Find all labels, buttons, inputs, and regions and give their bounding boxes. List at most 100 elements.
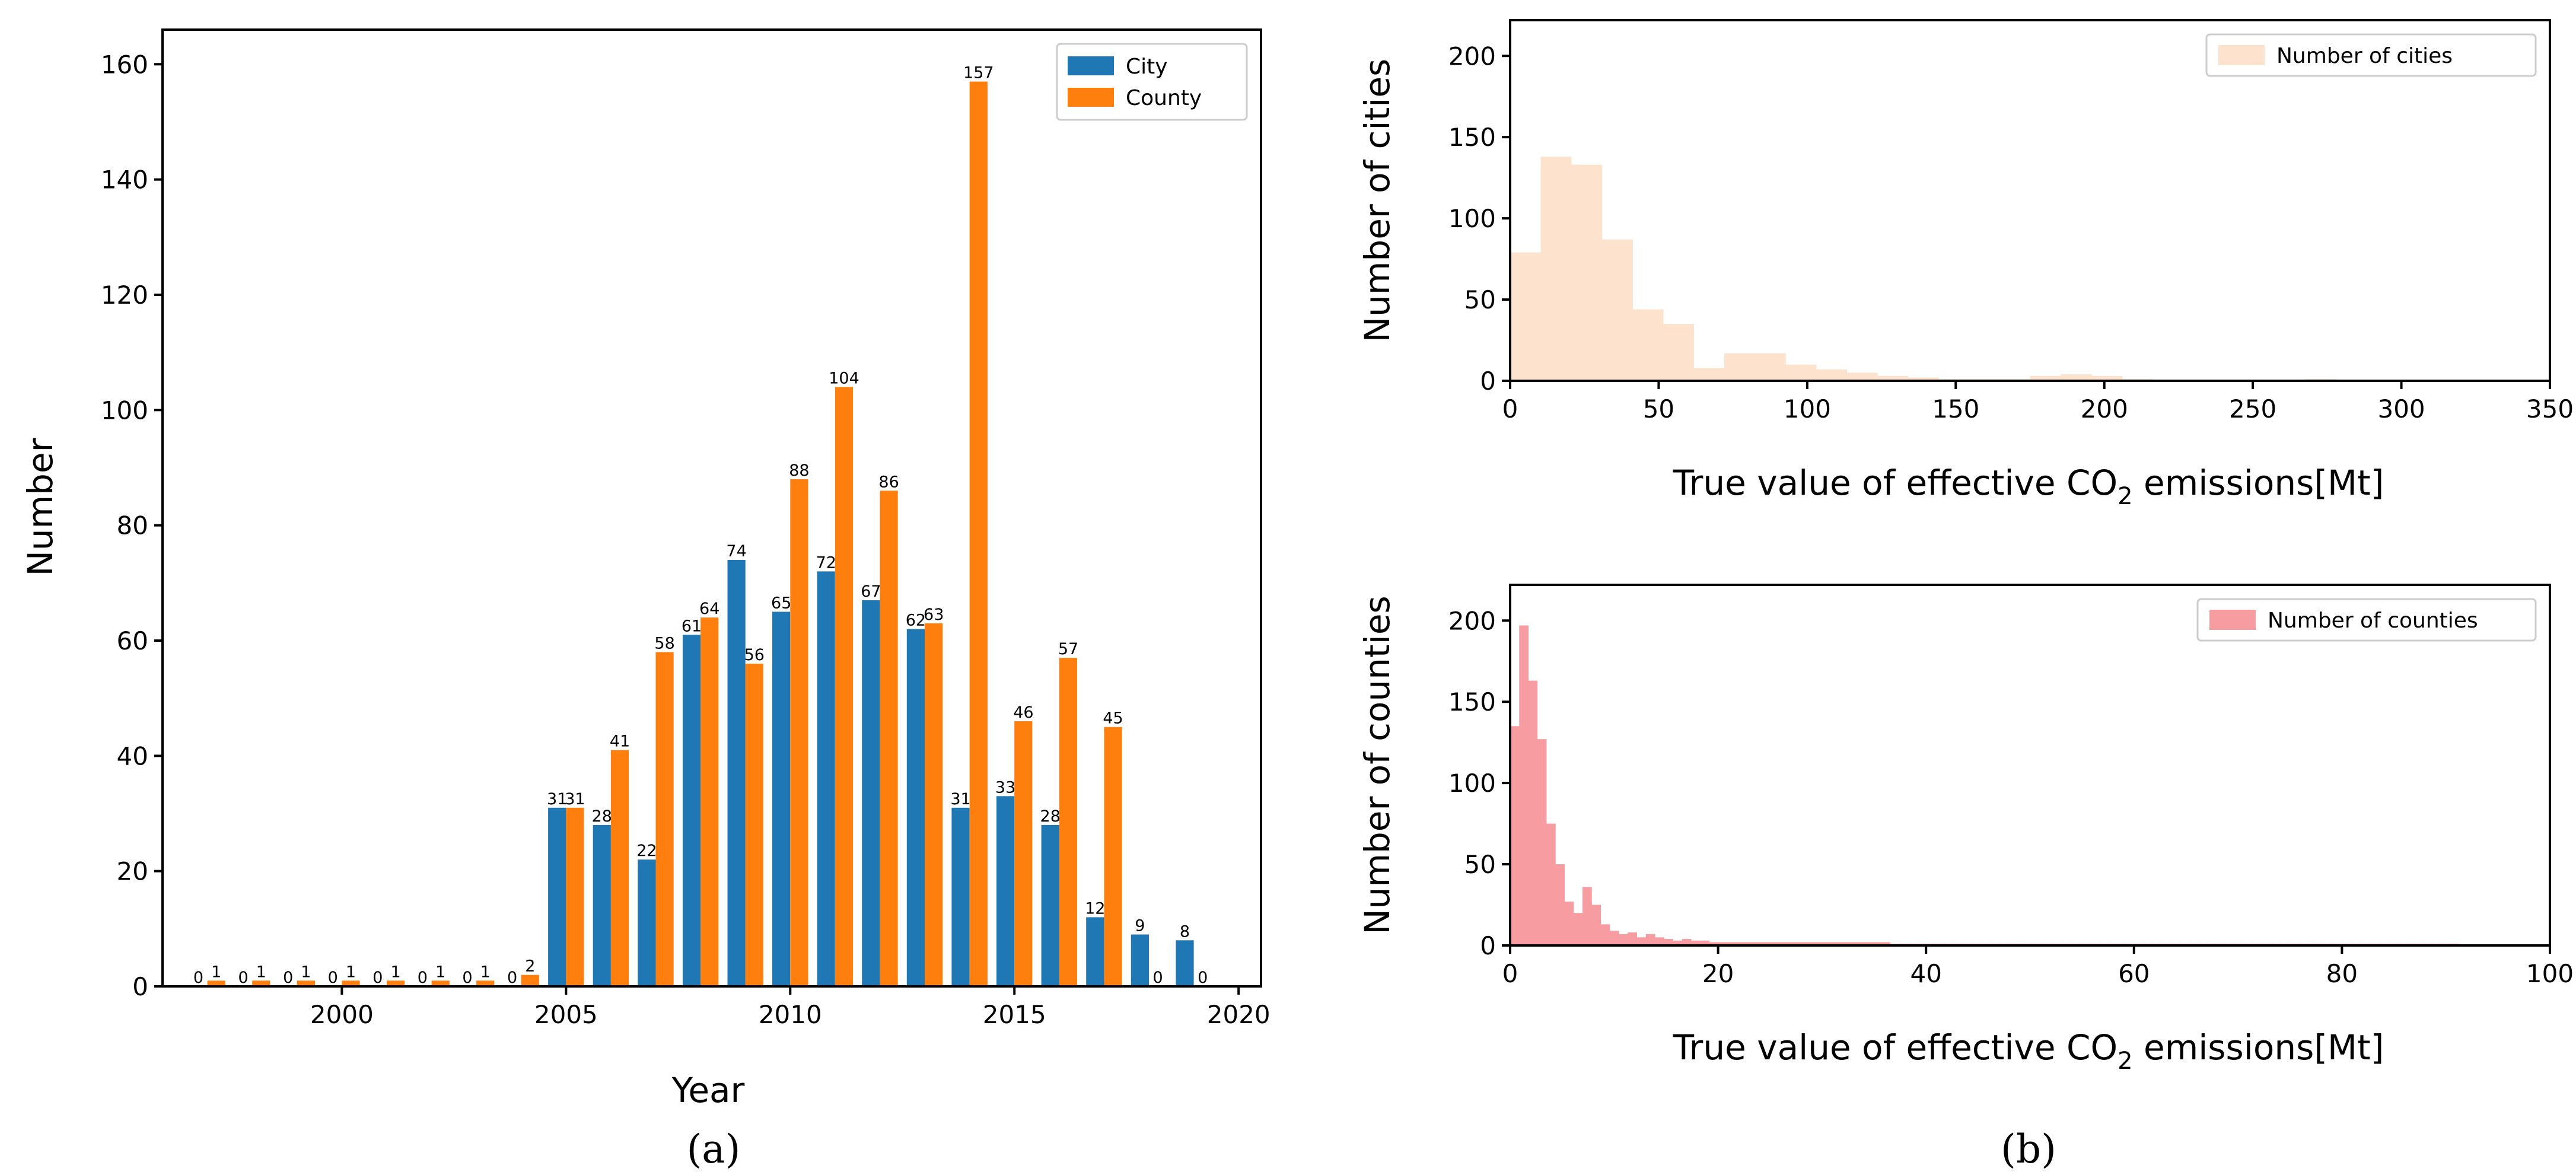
city-bar-2018 xyxy=(1131,934,1149,986)
legend-county-swatch xyxy=(1068,88,1114,107)
b2-hist-bin-32 xyxy=(1800,942,1809,945)
city-value-label-2007: 22 xyxy=(636,842,657,860)
b2-legend-box xyxy=(2196,598,2537,642)
b1-hist-bin-18 xyxy=(2061,374,2092,381)
county-value-label-2011: 104 xyxy=(829,369,859,387)
county-bar-2014 xyxy=(969,81,988,986)
city-value-label-2017: 12 xyxy=(1085,899,1105,918)
city-value-label-2010: 65 xyxy=(771,594,791,612)
b1-x-axis-label: True value of effective CO2 emissions[Mt… xyxy=(1673,463,2384,510)
county-bar-2002 xyxy=(431,980,450,986)
b2-x-axis: 0 20 40 60 80 100 xyxy=(1502,945,2574,988)
a-y-tick-label: 20 xyxy=(117,857,148,886)
city-value-label-2005: 31 xyxy=(547,790,567,808)
a-y-tick-label: 120 xyxy=(101,281,148,310)
b2-y-axis: 0 50 100 150 200 xyxy=(1448,606,1510,960)
b2-x-tick-label: 20 xyxy=(1702,959,1734,988)
b2-hist-bin-27 xyxy=(1754,942,1764,945)
city-value-label-2006: 28 xyxy=(592,807,612,826)
b2-x-tick-label: 40 xyxy=(1910,959,1941,988)
city-value-label-2004: 0 xyxy=(507,969,517,987)
b2-y-tick-label: 50 xyxy=(1464,850,1496,879)
b2-y-axis-label: Number of counties xyxy=(1357,596,1397,934)
caption-b: (b) xyxy=(2001,1126,2056,1172)
b2-x-axis-label: True value of effective CO2 emissions[Mt… xyxy=(1673,1027,2384,1075)
county-bar-2006 xyxy=(610,750,629,986)
b1-x-tick-label: 250 xyxy=(2229,394,2276,423)
city-bar-2016 xyxy=(1041,824,1059,986)
a-data-labels: 0 1 0 1 0 1 0 1 0 1 0 1 0 1 02313128412258616474566588… xyxy=(193,64,1208,988)
city-value-label-1999: 0 xyxy=(283,969,293,987)
county-value-label-2019: 0 xyxy=(1198,969,1208,987)
b1-hist-bin-7 xyxy=(1724,353,1756,381)
a-x-tick-label: 2000 xyxy=(310,1000,374,1029)
b1-y-tick-label: 150 xyxy=(1448,123,1496,152)
city-bar-2006 xyxy=(593,824,611,986)
county-value-label-2004: 2 xyxy=(525,957,535,976)
a-x-tick-label: 2005 xyxy=(534,1000,598,1029)
city-value-label-2016: 28 xyxy=(1040,807,1061,826)
city-value-label-2002: 0 xyxy=(418,969,428,987)
b2-hist-bin-16 xyxy=(1655,937,1664,945)
a-x-tick-label: 2010 xyxy=(759,1000,822,1029)
city-value-label-2018: 9 xyxy=(1135,917,1145,935)
b2-bars xyxy=(1510,625,2460,945)
b2-hist-bin-11 xyxy=(1609,931,1619,945)
b1-plot-frame xyxy=(1509,19,2551,382)
a-bars xyxy=(207,81,1194,986)
b2-y-tick-label: 200 xyxy=(1448,606,1496,635)
city-value-label-2015: 33 xyxy=(995,778,1015,797)
county-value-label-2009: 56 xyxy=(744,646,765,664)
county-bar-1997 xyxy=(207,980,225,986)
b1-x-axis: 0 50 100 150 200 250 300 350 xyxy=(1502,381,2574,423)
b1-hist-bin-11 xyxy=(1846,372,1878,381)
b1-hist-bin-8 xyxy=(1755,353,1786,381)
county-value-label-2014: 157 xyxy=(963,64,994,82)
b1-y-tick-label: 200 xyxy=(1448,42,1496,71)
b2-hist-bin-24 xyxy=(1727,942,1737,945)
b2-hist-bin-14 xyxy=(1636,937,1647,945)
county-value-label-2003: 1 xyxy=(480,963,491,981)
legend-cities-label: Number of cities xyxy=(2276,44,2453,68)
b2-hist-bin-39 xyxy=(1862,942,1873,945)
city-value-label-1998: 0 xyxy=(238,969,249,987)
a-y-axis: 0 20 40 60 80 100 120 140 160 xyxy=(101,50,163,1001)
b2-hist-bin-13 xyxy=(1628,932,1638,945)
b2-hist-bin-6 xyxy=(1564,902,1574,945)
b2-hist-bin-9 xyxy=(1591,905,1601,945)
b2-x-tick-label: 0 xyxy=(1502,959,1518,988)
b2-hist-bin-12 xyxy=(1619,934,1628,945)
city-bar-2009 xyxy=(727,560,746,986)
a-x-axis: 2000 2005 2010 2015 2020 xyxy=(310,986,1271,1029)
legend-county-label: County xyxy=(1126,86,1202,110)
county-value-label-2017: 45 xyxy=(1103,709,1123,728)
b1-hist-bin-1 xyxy=(1540,157,1572,381)
b1-legend: Number of cities xyxy=(2205,33,2537,77)
b2-y-tick-label: 150 xyxy=(1448,687,1496,717)
county-value-label-2012: 86 xyxy=(878,473,899,491)
county-bar-2007 xyxy=(655,652,674,986)
b1-x-tick-label: 0 xyxy=(1502,394,1518,423)
legend-counties-label: Number of counties xyxy=(2268,609,2478,633)
b2-hist-bin-2 xyxy=(1528,680,1538,945)
city-value-label-2014: 31 xyxy=(950,790,970,808)
b2-hist-bin-22 xyxy=(1709,942,1719,945)
b2-hist-bin-41 xyxy=(1881,942,1891,945)
city-value-label-2011: 72 xyxy=(816,553,836,572)
city-bar-2012 xyxy=(862,600,880,986)
county-bar-2004 xyxy=(521,975,539,986)
county-bar-1998 xyxy=(252,980,270,986)
b1-y-tick-label: 0 xyxy=(1480,367,1496,396)
b2-hist-bin-3 xyxy=(1537,739,1547,945)
b2-hist-bin-10 xyxy=(1600,924,1610,945)
a-x-axis-label: Year xyxy=(671,1070,745,1110)
city-value-label-1997: 0 xyxy=(193,969,203,987)
b2-hist-bin-7 xyxy=(1573,913,1583,945)
a-x-tick-label: 2020 xyxy=(1207,1000,1271,1029)
city-bar-2014 xyxy=(951,807,970,986)
b2-hist-bin-35 xyxy=(1826,942,1836,945)
city-value-label-2019: 8 xyxy=(1180,922,1190,941)
county-value-label-2000: 1 xyxy=(346,963,356,981)
b1-x-tick-label: 350 xyxy=(2526,394,2574,423)
b2-hist-bin-36 xyxy=(1836,942,1845,945)
